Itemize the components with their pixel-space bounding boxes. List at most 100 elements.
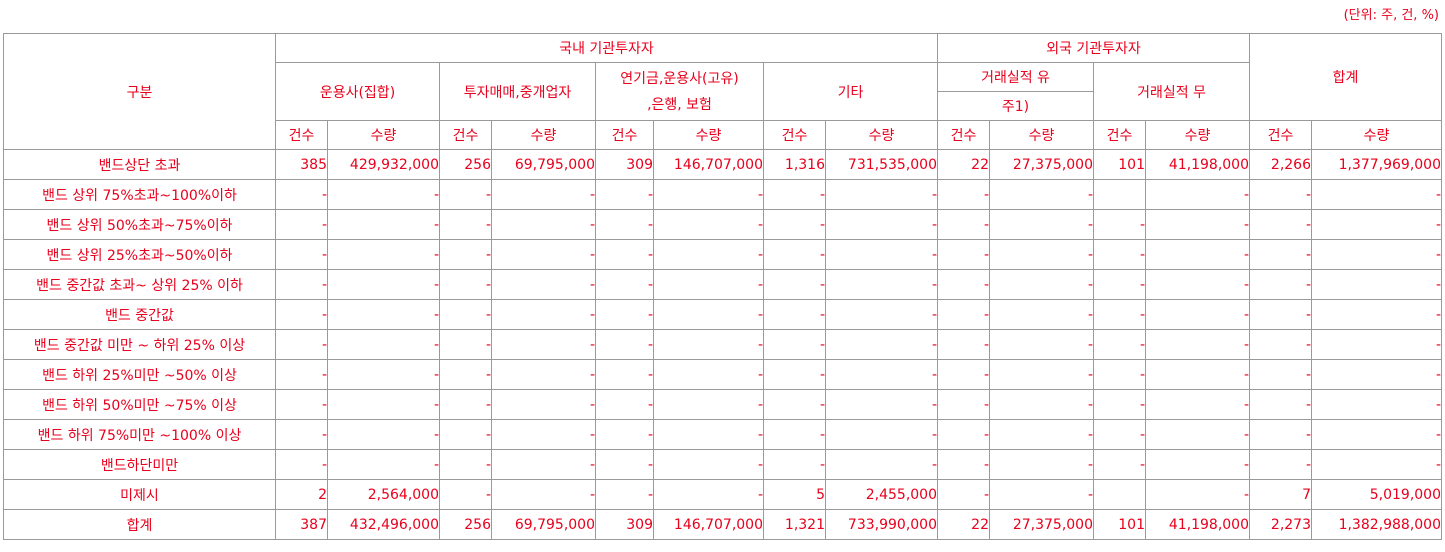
header-total: 합계 (1248, 33, 1443, 121)
cell-qty: - (327, 389, 440, 420)
cell-qty: - (653, 209, 764, 240)
cell-count: 2,266 (1249, 149, 1312, 180)
cell-count: - (763, 359, 826, 390)
cell-count: - (439, 209, 492, 240)
cell-qty: - (653, 449, 764, 480)
cell-qty: - (1145, 419, 1250, 450)
cell-count: - (1249, 449, 1312, 480)
cell-count: - (275, 269, 328, 300)
cell-count: - (439, 239, 492, 270)
cell-count: 256 (439, 149, 492, 180)
cell-qty: - (1145, 389, 1250, 420)
header-category: 구분 (3, 33, 276, 150)
row-label: 합계 (3, 509, 276, 540)
cell-qty: - (1310, 299, 1443, 330)
cell-qty: - (491, 449, 596, 480)
cell-count: - (275, 329, 328, 360)
cell-count: - (595, 419, 654, 450)
cell-qty: - (491, 389, 596, 420)
cell-count: - (763, 239, 826, 270)
cell-qty: - (989, 389, 1094, 420)
cell-count: 309 (595, 149, 654, 180)
subheader-qty: 수량 (653, 120, 764, 150)
subheader-qty: 수량 (989, 120, 1094, 150)
cell-qty: - (491, 299, 596, 330)
table-row: 밴드상단 초과 385 429,932,000 256 69,795,000 309 146… (3, 149, 1443, 180)
table-row: 밴드하단미만 - - - - - - - - - - - - - - (3, 449, 1443, 480)
cell-count: - (937, 239, 990, 270)
cell-count: - (439, 449, 492, 480)
header-domestic: 국내 기관투자자 (275, 33, 938, 63)
header-foreign: 외국 기관투자자 (937, 33, 1250, 63)
cell-qty: - (989, 269, 1094, 300)
table-row: 미제시 2 2,564,000- - - -5 2,455,000- - -7 5,019,000 (3, 479, 1443, 510)
subheader-count: 건수 (439, 120, 492, 150)
cell-count: - (937, 209, 990, 240)
cell-count: 1,321 (763, 509, 826, 540)
cell-count: - (1093, 239, 1146, 270)
cell-qty: - (1145, 329, 1250, 360)
cell-count: - (1249, 389, 1312, 420)
cell-qty: - (327, 449, 440, 480)
cell-qty: - (653, 389, 764, 420)
cell-qty: - (989, 479, 1094, 510)
header-pension: 연기금,운용사(고유) ,은행, 보험 (595, 62, 764, 121)
cell-qty: 432,496,000 (327, 509, 440, 540)
cell-qty: - (327, 179, 440, 210)
cell-qty: - (491, 239, 596, 270)
subheader-count: 건수 (937, 120, 990, 150)
subheader-count: 건수 (275, 120, 328, 150)
cell-count: - (439, 299, 492, 330)
cell-count: - (1249, 179, 1312, 210)
header-record-no: 거래실적 무 (1093, 62, 1250, 121)
cell-qty: - (653, 299, 764, 330)
cell-count: 7 (1249, 479, 1312, 510)
subheader-qty: 수량 (1145, 120, 1250, 150)
cell-qty: - (327, 329, 440, 360)
cell-count: - (439, 359, 492, 390)
row-label: 밴드 중간값 (3, 299, 276, 330)
row-label: 밴드 상위 75%초과~100%이하 (3, 179, 276, 210)
cell-count: 387 (275, 509, 328, 540)
row-label: 밴드 하위 25%미만 ~50% 이상 (3, 359, 276, 390)
cell-count (1093, 179, 1146, 210)
cell-qty: - (653, 269, 764, 300)
cell-qty: - (1145, 239, 1250, 270)
cell-count: - (1093, 449, 1146, 480)
subheader-qty: 수량 (327, 120, 440, 150)
cell-qty: - (491, 179, 596, 210)
cell-qty: - (825, 269, 938, 300)
cell-qty: - (989, 209, 1094, 240)
cell-qty: - (1310, 419, 1443, 450)
cell-count: - (439, 389, 492, 420)
allocation-table: 구분 국내 기관투자자 외국 기관투자자 합계 운용사(집합) 투자매매,중개업… (3, 33, 1443, 540)
table-row: 밴드 상위 50%초과~75%이하 - - - - - - - - - - - - - - (3, 209, 1443, 240)
subheader-count: 건수 (595, 120, 654, 150)
cell-qty: - (327, 419, 440, 450)
subheader-count: 건수 (1093, 120, 1146, 150)
row-label: 밴드 상위 50%초과~75%이하 (3, 209, 276, 240)
subheader-qty: 수량 (491, 120, 596, 150)
cell-qty: - (653, 359, 764, 390)
cell-qty: - (327, 359, 440, 390)
table-row: 밴드 중간값 초과~ 상위 25% 이하 - - - - - - - - - - - - - - (3, 269, 1443, 300)
cell-count: - (595, 449, 654, 480)
cell-count: - (595, 269, 654, 300)
cell-qty: 27,375,000 (989, 149, 1094, 180)
cell-count: - (275, 209, 328, 240)
table-header: 구분 국내 기관투자자 외국 기관투자자 합계 운용사(집합) 투자매매,중개업… (3, 33, 1443, 150)
cell-count: - (763, 419, 826, 450)
cell-qty: - (491, 479, 596, 510)
cell-qty: - (327, 269, 440, 300)
cell-qty: - (825, 299, 938, 330)
cell-qty: - (653, 329, 764, 360)
cell-count: - (275, 449, 328, 480)
cell-count: - (439, 419, 492, 450)
cell-qty: - (989, 449, 1094, 480)
cell-qty: - (653, 479, 764, 510)
table-row: 밴드 하위 75%미만 ~100% 이상 - - - - - - - - - - - - - - (3, 419, 1443, 450)
cell-qty: - (989, 239, 1094, 270)
row-label: 밴드 중간값 초과~ 상위 25% 이하 (3, 269, 276, 300)
cell-count: - (763, 449, 826, 480)
cell-count: - (595, 299, 654, 330)
